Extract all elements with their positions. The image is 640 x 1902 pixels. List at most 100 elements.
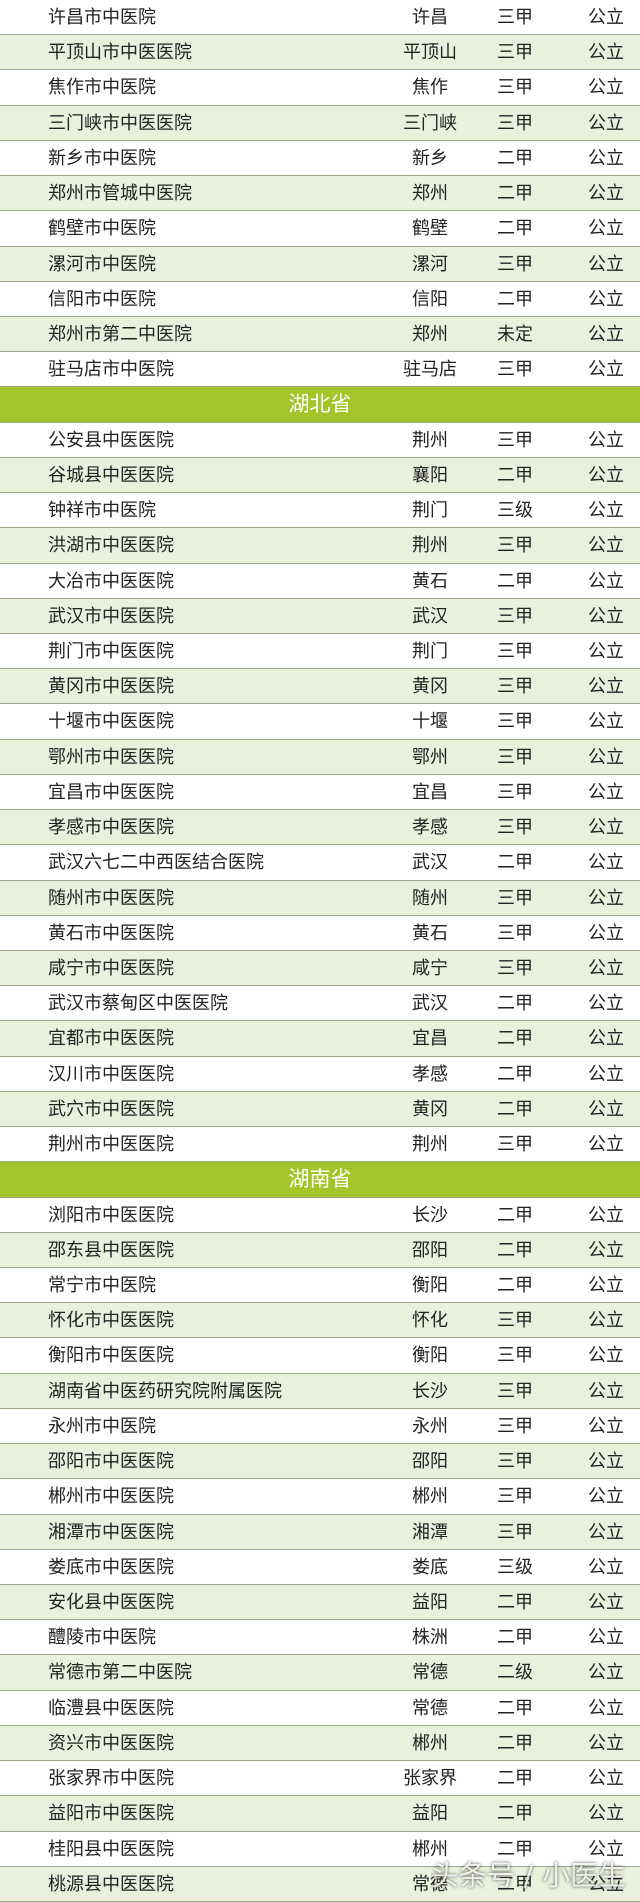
table-row: 许昌市中医院 许昌 三甲 公立 [0,0,640,36]
hospital-name: 武汉六七二中西医结合医院 [48,852,264,874]
ownership: 公立 [588,1239,624,1261]
city: 荆州 [412,1134,448,1156]
table-row: 汉川市中医医院 孝感 二甲 公立 [0,1057,640,1092]
grade: 三甲 [497,1451,533,1473]
ownership: 公立 [588,570,624,592]
hospital-name: 永州市中医院 [48,1415,156,1437]
ownership: 公立 [588,183,624,205]
hospital-name: 怀化市中医医院 [48,1310,174,1332]
ownership: 公立 [588,359,624,381]
city: 宜昌 [412,1028,448,1050]
ownership: 公立 [588,1803,624,1825]
grade: 三甲 [497,429,533,451]
city: 驻马店 [403,359,457,381]
grade: 二甲 [497,1768,533,1790]
hospital-name: 湖南省中医药研究院附属医院 [48,1380,282,1402]
city: 武汉 [412,852,448,874]
hospital-name: 荆门市中医医院 [48,641,174,662]
table-row: 三门峡市中医医院 三门峡 三甲 公立 [0,105,640,141]
city: 邵阳 [412,1451,448,1473]
grade: 三甲 [497,1415,533,1437]
table-row: 湖南省中医药研究院附属医院 长沙 三甲 公立 [0,1373,640,1409]
ownership: 公立 [588,1662,624,1684]
city: 衡阳 [412,1275,448,1296]
table-row: 驻马店市中医院 驻马店 三甲 公立 [0,352,640,388]
city: 荆州 [412,429,448,451]
ownership: 公立 [588,1063,624,1085]
grade: 三甲 [497,253,533,275]
grade: 二级 [497,1662,533,1684]
hospital-name: 武穴市中医医院 [48,1098,174,1120]
table-row: 鹤壁市中医院 鹤壁 二甲 公立 [0,211,640,247]
table-row: 大冶市中医医院 黄石 二甲 公立 [0,564,640,599]
grade: 二甲 [497,147,533,169]
table-row: 平顶山市中医医院 平顶山 三甲 公立 [0,35,640,71]
hospital-name: 资兴市中医医院 [48,1732,174,1754]
ownership: 公立 [588,147,624,169]
city: 株洲 [412,1627,448,1649]
grade: 二甲 [497,993,533,1015]
table-row: 衡阳市中医医院 衡阳 三甲 公立 [0,1338,640,1374]
hospital-name: 安化县中医医院 [48,1592,174,1613]
city: 衡阳 [412,1345,448,1367]
ownership: 公立 [588,1873,624,1895]
grade: 二甲 [497,1028,533,1050]
hospital-name: 咸宁市中医医院 [48,958,174,979]
ownership: 公立 [588,958,624,979]
table-row: 咸宁市中医医院 咸宁 三甲 公立 [0,951,640,987]
ownership: 公立 [588,324,624,345]
city: 鄂州 [412,746,448,768]
grade: 未定 [497,324,533,345]
city: 平顶山 [403,42,457,64]
hospital-name: 钟祥市中医院 [48,500,156,522]
hospital-name: 张家界市中医院 [48,1768,174,1790]
hospital-name: 益阳市中医医院 [48,1803,174,1825]
table-row: 益阳市中医医院 益阳 二甲 公立 [0,1796,640,1832]
hospital-name: 驻马店市中医院 [48,359,174,381]
hospital-name: 黄石市中医医院 [48,922,174,944]
city: 新乡 [412,147,448,169]
table-row: 邵阳市中医医院 邵阳 三甲 公立 [0,1444,640,1480]
hospital-name: 娄底市中医医院 [48,1556,174,1578]
hospital-name: 洪湖市中医医院 [48,535,174,557]
city: 十堰 [412,711,448,733]
hospital-name: 郑州市第二中医院 [48,324,192,345]
ownership: 公立 [588,1204,624,1226]
table-row: 漯河市中医院 漯河 三甲 公立 [0,246,640,282]
grade: 二甲 [497,1204,533,1226]
hospital-name: 信阳市中医院 [48,288,156,310]
watermark: 头条号 / 小医生 [430,1859,626,1892]
city: 武汉 [412,605,448,627]
grade: 二甲 [497,1697,533,1719]
grade: 二甲 [497,1063,533,1085]
grade: 三甲 [497,77,533,99]
table-row: 随州市中医医院 随州 三甲 公立 [0,880,640,916]
table-row: 张家界市中医院 张家界 二甲 公立 [0,1761,640,1797]
grade: 二甲 [497,1098,533,1120]
grade: 三级 [497,500,533,522]
table-row: 永州市中医院 永州 三甲 公立 [0,1409,640,1445]
ownership: 公立 [588,852,624,874]
table-row: 郑州市管城中医院 郑州 二甲 公立 [0,176,640,212]
section-header: 湖南省 [0,1162,640,1198]
ownership: 公立 [588,253,624,275]
ownership: 公立 [588,464,624,486]
grade: 二甲 [497,1873,533,1895]
table-row: 孝感市中医医院 孝感 三甲 公立 [0,810,640,846]
city: 荆门 [412,641,448,662]
grade: 三甲 [497,1521,533,1543]
ownership: 公立 [588,1768,624,1790]
hospital-name: 武汉市蔡甸区中医医院 [48,993,228,1015]
city: 怀化 [412,1310,448,1332]
grade: 二甲 [497,1838,533,1860]
table-row: 安化县中医医院 益阳 二甲 公立 [0,1585,640,1621]
city: 许昌 [412,7,448,28]
grade: 三甲 [497,42,533,64]
grade: 三甲 [497,781,533,803]
table-row: 武汉市蔡甸区中医医院 武汉 二甲 公立 [0,986,640,1022]
table-row: 常宁市中医院 衡阳 二甲 公立 [0,1268,640,1304]
city: 咸宁 [412,958,448,979]
hospital-name: 孝感市中医医院 [48,817,174,839]
grade: 三甲 [497,1380,533,1402]
table-row: 荆州市中医医院 荆州 三甲 公立 [0,1127,640,1163]
